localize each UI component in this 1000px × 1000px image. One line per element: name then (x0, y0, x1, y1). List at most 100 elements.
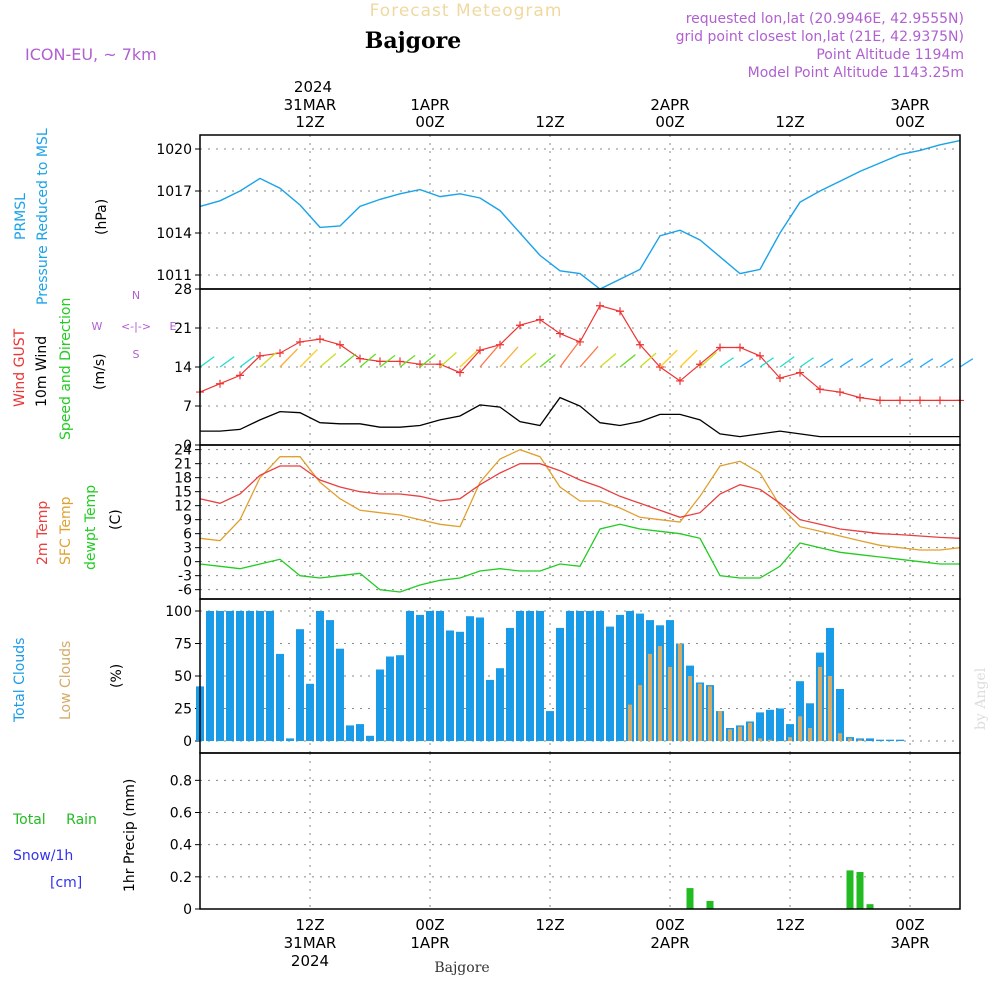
top-hour-label: 00Z (655, 113, 684, 131)
bottom-date-label: 1APR (410, 934, 449, 952)
wind-ytick-label: 0 (183, 438, 192, 454)
total-cloud-bar (546, 711, 554, 741)
low-cloud-bar (788, 737, 792, 741)
top-hour-label: 12Z (775, 113, 804, 131)
pressure-ytick-label: 1017 (156, 184, 192, 200)
gust-marker (636, 340, 644, 349)
wind-arrow (379, 354, 396, 368)
temp-ytick-label: 15 (174, 485, 192, 501)
wind-arrow (559, 342, 579, 368)
snow-unit-label: [cm] (50, 875, 82, 891)
total-cloud-bar (876, 739, 884, 741)
gust-marker (876, 396, 884, 405)
wind-arrow (479, 345, 499, 368)
wind-ytick-label: 28 (174, 282, 192, 298)
gust-marker (856, 393, 864, 402)
temp-ytick-label: 18 (174, 471, 192, 487)
low-cloud-bar (808, 728, 812, 741)
wind-arrow (419, 354, 436, 368)
sfc-temp-series (199, 448, 961, 551)
total-cloud-bar (636, 613, 644, 741)
temp-ytick-label: -3 (178, 569, 192, 585)
gust-marker (576, 337, 584, 346)
temp-sfc-label: SFC Temp (58, 496, 74, 565)
wind-arrow (899, 358, 914, 368)
gust-marker (336, 340, 344, 349)
clouds-ytick-label: 100 (165, 604, 192, 620)
total-cloud-bar (486, 679, 494, 741)
low-cloud-bar (688, 676, 692, 741)
rain-bar (856, 872, 864, 909)
total-cloud-bar (316, 611, 324, 741)
compass-arrows: <-|-> (121, 320, 151, 333)
top-date-label: 2APR (650, 96, 689, 114)
gust-marker (756, 351, 764, 360)
total-cloud-bar (536, 611, 544, 741)
total-cloud-bar (446, 630, 454, 741)
bottom-date-label: 3APR (890, 934, 929, 952)
rain-bar (706, 900, 714, 909)
gust-marker (736, 343, 744, 352)
gust-marker (716, 343, 724, 352)
total-cloud-bar (626, 611, 634, 741)
precip-ytick-label: 0.4 (170, 838, 192, 854)
top-hour-label: 12Z (535, 113, 564, 131)
temp-ytick-label: 0 (183, 555, 192, 571)
low-cloud-bar (758, 738, 762, 741)
low-cloud-bar (828, 676, 832, 741)
wind-arrow (259, 351, 277, 368)
total-cloud-bar (276, 653, 284, 741)
wind-arrow (359, 353, 377, 368)
low-clouds-label: Low Clouds (58, 641, 74, 720)
gust-marker (276, 349, 284, 358)
wind-arrow (519, 352, 537, 368)
total-cloud-bar (216, 611, 224, 741)
total-cloud-bar (586, 611, 594, 741)
wind-arrow (399, 354, 416, 368)
precip-unit: 1hr Precip (mm) (122, 779, 138, 892)
total-cloud-bar (246, 611, 254, 741)
wind-ytick-label: 14 (174, 360, 192, 376)
total-cloud-bar (346, 725, 354, 741)
clouds-ytick-label: 25 (174, 702, 192, 718)
wind-gust-label: Wind GUST (12, 328, 28, 407)
gust-marker (676, 376, 684, 385)
info-line-3: Point Altitude 1194m (816, 47, 964, 63)
gust-marker (216, 379, 224, 388)
wind-arrow (939, 358, 954, 368)
pressure-desc-label: Pressure Reduced to MSL (35, 128, 51, 305)
wind-arrow (919, 358, 934, 368)
prmsl-series (199, 139, 961, 290)
low-cloud-bar (748, 722, 752, 741)
precip-ytick-label: 0.6 (170, 806, 192, 822)
pressure-unit: (hPa) (94, 199, 110, 235)
wind-arrow (839, 358, 854, 368)
total-cloud-bar (606, 626, 614, 741)
wind-arrow (739, 358, 754, 368)
wind-arrow (299, 348, 318, 368)
low-cloud-bar (738, 726, 742, 741)
snow-label: Snow/1h (13, 848, 73, 864)
wind-panel: 0 7 14 21 28 (174, 282, 974, 454)
compass-s: S (133, 348, 140, 361)
gust-marker (476, 346, 484, 355)
bottom-hour-label: 00Z (655, 916, 684, 934)
total-cloud-bar (286, 738, 294, 741)
total-cloud-bar (256, 611, 264, 741)
wind-arrow (319, 353, 337, 368)
total-cloud-bar (896, 739, 904, 741)
location-title: Bajgore (365, 28, 461, 54)
temp-ytick-label: -6 (178, 583, 192, 599)
total-cloud-bar (326, 620, 334, 741)
total-cloud-bar (506, 627, 514, 741)
low-cloud-bar (708, 686, 712, 741)
top-date-label: 3APR (890, 96, 929, 114)
rain-bar (686, 888, 694, 909)
total-cloud-bar (566, 611, 574, 741)
clouds-unit: (%) (109, 664, 125, 688)
wind-arrow (699, 351, 717, 368)
total-clouds-label: Total Clouds (12, 638, 28, 723)
total-cloud-bar (616, 614, 624, 741)
low-cloud-bar (628, 704, 632, 741)
